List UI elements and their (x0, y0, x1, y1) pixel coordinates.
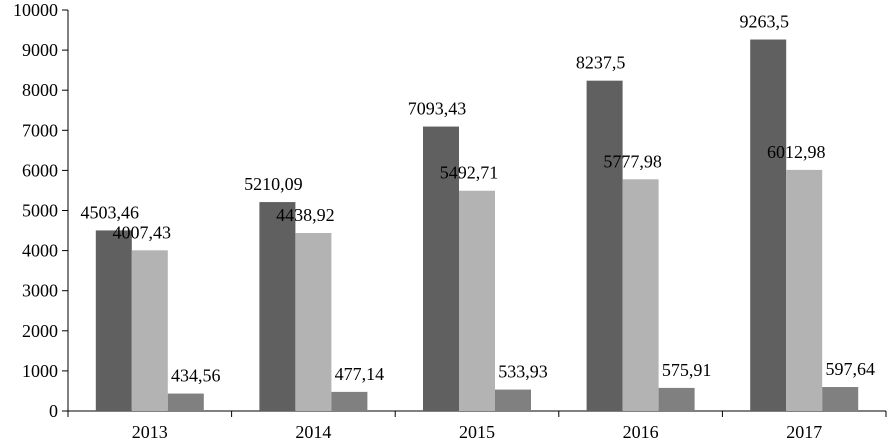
bar (658, 387, 695, 411)
bar (95, 230, 132, 411)
y-tick-label: 4000 (22, 241, 58, 261)
bar (131, 250, 168, 411)
data-label: 4007,43 (113, 222, 172, 242)
y-tick-label: 5000 (22, 201, 58, 221)
y-tick-label: 2000 (22, 321, 58, 341)
data-label: 434,56 (171, 366, 221, 386)
x-tick-label: 2017 (786, 422, 822, 442)
x-tick-label: 2014 (295, 422, 331, 442)
x-axis: 2013 2014 2015 2016 2017 (67, 410, 887, 442)
data-label: 597,64 (825, 359, 875, 379)
x-tick-label: 2013 (132, 422, 168, 442)
y-tick-label: 9000 (22, 40, 58, 60)
y-tick-label: 3000 (22, 281, 58, 301)
y-tick-label: 7000 (22, 120, 58, 140)
bar (750, 39, 787, 411)
bar (822, 387, 859, 411)
data-label: 6012,98 (767, 142, 826, 162)
bar (786, 169, 823, 411)
y-axis: 0 1000 2000 3000 4000 5000 6000 7000 8000 9000 100… (13, 0, 69, 421)
bar (423, 126, 459, 411)
bar (167, 393, 204, 411)
bar (459, 190, 495, 411)
data-label: 9263,5 (739, 12, 789, 32)
data-label: 4438,92 (276, 205, 335, 225)
y-tick-label: 8000 (22, 80, 58, 100)
bar (331, 391, 368, 411)
x-tick-label: 2016 (623, 422, 659, 442)
bars (95, 39, 859, 412)
data-label: 7093,43 (408, 99, 467, 119)
data-label: 575,91 (662, 360, 712, 380)
bar (259, 202, 296, 411)
bar (622, 179, 659, 411)
x-tick-label: 2015 (459, 422, 495, 442)
data-label: 8237,5 (576, 53, 626, 73)
y-tick-label: 6000 (22, 160, 58, 180)
data-label: 533,93 (498, 362, 548, 382)
y-tick-label: 1000 (22, 361, 58, 381)
data-label: 4503,46 (81, 202, 140, 222)
y-tick-label: 10000 (13, 0, 58, 20)
data-label: 477,14 (335, 364, 385, 384)
data-label: 5777,98 (603, 151, 662, 171)
y-tick-label: 0 (49, 401, 58, 421)
bar (586, 80, 623, 412)
data-label: 5492,71 (440, 163, 499, 183)
bar (295, 232, 332, 411)
data-label: 5210,09 (244, 174, 303, 194)
bar (495, 389, 531, 411)
